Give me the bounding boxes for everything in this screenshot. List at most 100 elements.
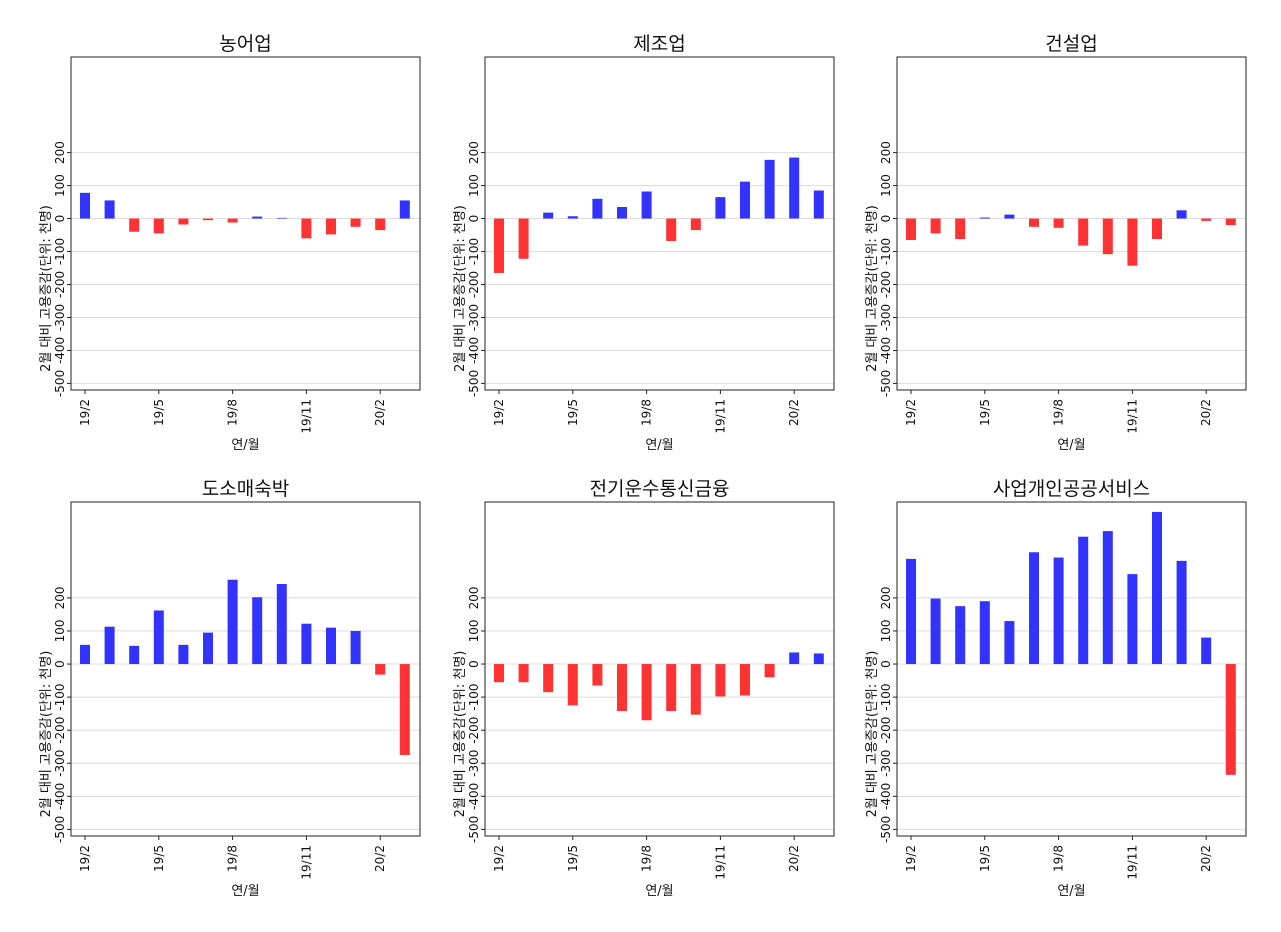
y-tick-label: -100 [53,238,67,265]
y-tick-label: -100 [879,238,893,265]
bar-19-2 [80,192,90,219]
y-axis-label: 2월 대비 고용증감(단위: 천명) [453,651,468,818]
panel-6: -500 -400 -300 -200 -100 0 100 200 19/2 19/5 19/8 1… [865,478,1247,899]
bar-19-2 [494,664,504,683]
y-tick-label: -100 [53,683,67,710]
y-tick-label: 0 [879,660,893,668]
bar-19-10 [276,217,287,219]
y-tick-label: 200 [467,141,481,164]
bar-19-12 [326,627,336,665]
bar-19-10 [276,584,287,665]
bar-19-2 [494,218,504,273]
y-tick-label: 0 [467,215,481,223]
y-tick-label: -100 [467,683,481,710]
bar-19-2 [80,644,90,665]
bar-19-12 [740,181,750,219]
y-tick-label: 200 [879,586,893,609]
bar-19-4 [955,606,966,665]
bar-20-3 [399,200,410,219]
x-tick-label: 19/11 [1125,399,1139,434]
y-axis-label: 2월 대비 고용증감(단위: 천명) [865,205,880,372]
x-tick-label: 19/11 [299,399,313,434]
y-tick-label: 200 [53,586,67,609]
x-tick-label: 19/8 [640,845,654,872]
y-tick-label: -300 [467,750,481,777]
x-tick-label: 19/5 [978,399,992,426]
bar-20-2 [789,157,800,219]
bar-20-3 [399,664,410,755]
bar-19-9 [1078,218,1089,246]
bar-19-5 [567,216,578,219]
bar-20-3 [1225,218,1236,226]
y-tick-label: -500 [879,370,893,397]
y-tick-label: -200 [879,271,893,298]
y-tick-label: -200 [53,717,67,744]
bar-19-5 [153,218,164,234]
panel-1: -500 -400 -300 -200 -100 0 100 200 19/2 19/5 19/8 1… [39,33,421,453]
bar-19-3 [930,598,941,665]
panel-title: 농어업 [219,33,271,55]
y-tick-label: -300 [879,750,893,777]
bar-19-7 [203,632,213,665]
x-tick-label: 19/11 [1125,845,1139,880]
x-tick-label: 20/2 [787,399,801,426]
bar-20-3 [813,190,824,219]
bar-19-4 [955,218,966,239]
y-tick-label: 0 [879,215,893,223]
panel-title: 제조업 [633,33,685,55]
x-tick-label: 19/5 [566,399,580,426]
y-tick-label: 100 [879,620,893,643]
bar-19-3 [104,200,115,219]
bar-20-1 [764,664,775,678]
x-tick-label: 20/2 [1199,399,1213,426]
bar-19-4 [129,218,140,232]
bar-20-3 [1225,664,1236,775]
bar-19-11 [715,664,726,697]
bar-19-7 [203,218,213,221]
bar-19-11 [301,218,312,239]
x-axis-label: 연/월 [645,884,673,899]
bar-20-1 [350,630,361,665]
y-tick-label: 200 [879,141,893,164]
bar-20-2 [789,652,800,665]
y-tick-label: -300 [53,750,67,777]
y-tick-label: -500 [53,370,67,397]
bar-19-3 [518,664,529,683]
y-tick-label: 100 [467,620,481,643]
y-tick-label: 200 [53,141,67,164]
y-tick-label: -400 [467,783,481,810]
bar-19-10 [1102,218,1113,255]
panel-title: 사업개인공공서비스 [993,478,1150,500]
bar-19-11 [715,197,726,219]
bar-19-3 [518,218,529,259]
y-tick-label: -500 [53,816,67,843]
y-tick-label: -200 [467,717,481,744]
bar-20-2 [375,218,386,231]
y-tick-label: -300 [467,304,481,331]
bar-19-2 [906,218,916,240]
x-tick-label: 19/2 [492,845,506,872]
bar-19-6 [178,218,189,225]
y-tick-label: -400 [879,337,893,364]
y-tick-label: -300 [53,304,67,331]
x-axis-label: 연/월 [1057,438,1085,453]
bar-19-8 [641,664,652,721]
x-axis-label: 연/월 [231,438,259,453]
bar-20-1 [350,218,361,227]
y-tick-label: 0 [467,660,481,668]
x-tick-label: 19/8 [1052,845,1066,872]
y-tick-label: -400 [53,337,67,364]
y-tick-label: 100 [467,174,481,197]
x-tick-label: 19/11 [713,399,727,434]
bar-19-12 [1152,511,1162,665]
x-tick-label: 19/2 [904,399,918,426]
bar-19-11 [1127,574,1138,665]
x-axis-label: 연/월 [645,438,673,453]
bar-19-6 [178,644,189,665]
x-tick-label: 19/2 [904,845,918,872]
bar-19-10 [1102,531,1113,665]
bar-19-8 [1053,557,1064,665]
bar-19-6 [592,198,603,219]
panel-title: 도소매숙박 [202,478,289,500]
x-tick-label: 19/8 [226,845,240,872]
